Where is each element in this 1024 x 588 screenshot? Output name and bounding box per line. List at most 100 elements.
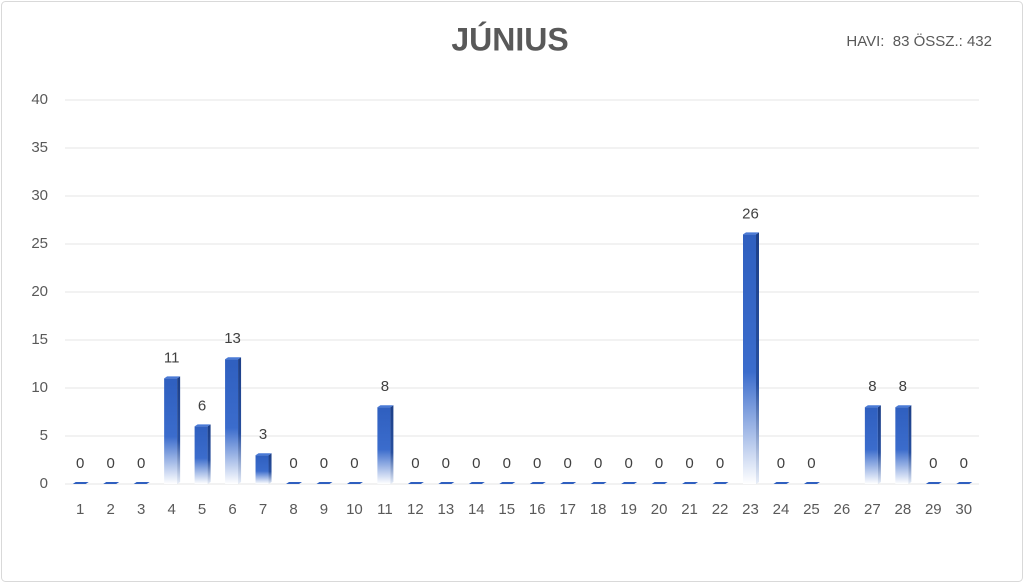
bar [72,482,89,484]
value-label: 26 [742,205,759,222]
bar [803,482,820,484]
value-label: 0 [564,455,572,472]
x-tick-label: 13 [437,501,454,518]
x-tick-label: 1 [76,501,84,518]
x-tick-label: 28 [894,501,911,518]
value-label: 0 [442,455,450,472]
y-tick-label: 10 [31,379,48,396]
chart-title: JÚNIUS [451,21,568,57]
x-tick-label: 4 [167,501,175,518]
bar [743,232,759,484]
x-tick-label: 18 [590,501,607,518]
y-tick-label: 5 [40,427,48,444]
bar [316,482,333,484]
value-label: 0 [716,455,724,472]
bar [621,482,638,484]
value-label: 0 [777,455,785,472]
bar [590,482,607,484]
value-label: 0 [350,455,358,472]
x-tick-label: 16 [529,501,546,518]
x-tick-label: 22 [712,501,729,518]
bar [651,482,668,484]
bar [895,405,912,484]
x-tick-label: 26 [834,501,851,518]
y-tick-label: 40 [31,91,48,108]
x-tick-label: 8 [289,501,297,518]
value-label: 0 [533,455,541,472]
value-label: 0 [655,455,663,472]
x-tick-label: 11 [377,501,393,518]
value-label: 0 [76,455,84,472]
value-label: 0 [685,455,693,472]
x-tick-label: 3 [137,501,145,518]
bar [377,405,394,484]
value-label: 11 [164,349,180,366]
bar [560,482,577,484]
y-tick-label: 20 [31,283,48,300]
x-tick-label: 19 [620,501,637,518]
x-tick-label: 6 [228,501,236,518]
bar [864,405,881,484]
bar [438,482,455,484]
value-label: 0 [503,455,511,472]
x-tick-label: 5 [198,501,206,518]
value-label: 0 [472,455,480,472]
value-label: 0 [320,455,328,472]
value-label: 0 [411,455,419,472]
x-tick-label: 25 [803,501,820,518]
y-tick-label: 0 [40,475,48,492]
y-tick-label: 35 [31,139,48,156]
value-label: 0 [137,455,145,472]
value-label: 0 [960,455,968,472]
value-label: 0 [807,455,815,472]
x-tick-label: 12 [407,501,424,518]
value-label: 8 [381,378,389,395]
x-tick-label: 27 [864,501,881,518]
x-tick-label: 29 [925,501,942,518]
value-label: 0 [107,455,115,472]
bar [773,482,790,484]
x-tick-label: 7 [259,501,267,518]
value-label: 6 [198,397,206,414]
value-label: 8 [868,378,876,395]
bar [529,482,546,484]
value-label: 0 [289,455,297,472]
x-tick-label: 14 [468,501,485,518]
bar [925,482,942,484]
bar [956,482,973,484]
x-tick-label: 20 [651,501,668,518]
bar [499,482,516,484]
x-tick-label: 17 [559,501,576,518]
value-label: 3 [259,426,267,443]
bar [712,482,729,484]
bar [164,376,181,484]
bar [194,424,211,484]
bar [286,482,302,484]
x-tick-label: 15 [498,501,515,518]
value-label: 8 [899,378,907,395]
chart-subtitle: HAVI: 83 ÖSSZ.: 432 [846,32,992,50]
bar [346,482,363,484]
value-label: 0 [594,455,602,472]
value-label: 0 [929,455,937,472]
value-label: 0 [624,455,632,472]
value-label: 13 [224,330,241,347]
x-tick-label: 30 [955,501,972,518]
x-tick-label: 2 [107,501,115,518]
bar [468,482,485,484]
x-tick-label: 23 [742,501,759,518]
bar [682,482,699,484]
bar [103,482,120,484]
x-tick-label: 10 [346,501,363,518]
bar [225,357,242,484]
x-tick-label: 24 [773,501,790,518]
bar [407,482,424,484]
y-tick-label: 30 [31,187,48,204]
x-tick-label: 9 [320,501,328,518]
bar [133,482,150,484]
x-tick-label: 21 [681,501,698,518]
y-tick-label: 25 [31,235,48,252]
y-tick-label: 15 [31,331,48,348]
